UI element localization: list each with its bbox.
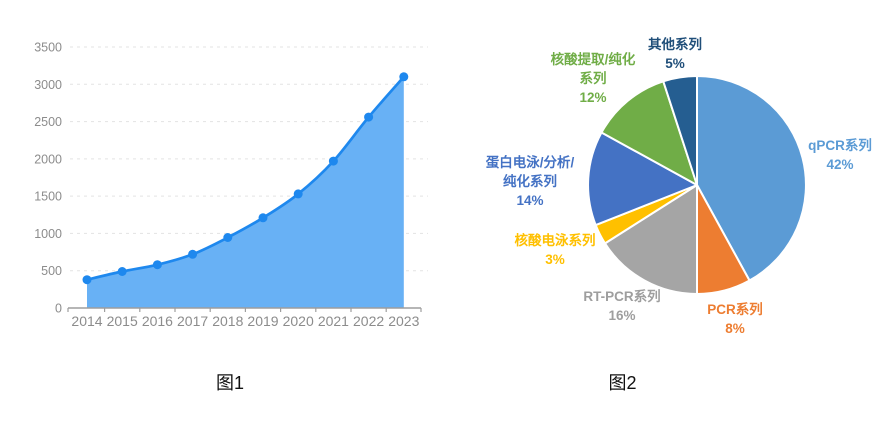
pie-label-line: 16% <box>608 308 636 323</box>
x-tick-label-2021: 2021 <box>318 313 349 329</box>
y-tick-label-1500: 1500 <box>34 190 62 204</box>
y-tick-label-500: 500 <box>41 264 62 278</box>
data-point-2016 <box>152 260 162 270</box>
figure2-caption: 图2 <box>608 373 637 393</box>
pie-label-qPCR系列: qPCR系列 42% <box>808 136 872 174</box>
pie-label-line: 8% <box>725 321 745 336</box>
area-chart-figure1: 0 500 1000 1500 2000 2500 3000 3500 2014 2015 2016… <box>34 41 428 329</box>
pie-chart-figure2: qPCR系列 42% PCR系列 8% RT-PCR系列 16% 核酸电泳系列 3% 蛋白电泳/… <box>440 0 895 360</box>
data-point-2023 <box>399 72 409 82</box>
pie-label-line: RT-PCR系列 <box>583 289 661 304</box>
x-tick-label-2022: 2022 <box>353 313 384 329</box>
pie-slice-核酸提取/纯化系列 <box>600 80 698 186</box>
trend-line <box>85 75 406 282</box>
data-point-2022 <box>364 112 374 122</box>
area-fill <box>87 76 404 308</box>
pie-label-line: 纯化系列 <box>502 174 557 189</box>
y-tick-label-2500: 2500 <box>34 115 62 129</box>
x-tick-label-2020: 2020 <box>283 313 314 329</box>
pie-label-PCR系列: PCR系列 8% <box>707 300 763 338</box>
data-point-2014 <box>82 275 92 285</box>
x-tick-label-2017: 2017 <box>177 313 208 329</box>
x-tick-label-2018: 2018 <box>212 313 243 329</box>
pie-slice-qPCR系列 <box>696 75 807 282</box>
x-tick-label-2019: 2019 <box>247 313 278 329</box>
y-tick-label-1000: 1000 <box>34 227 62 241</box>
y-tick-label-3000: 3000 <box>34 78 62 92</box>
y-tick-label-2000: 2000 <box>34 152 62 166</box>
pie-label-line: 3% <box>545 252 565 267</box>
x-tick-label-2023: 2023 <box>388 313 419 329</box>
pie-label-其他系列: 其他系列 5% <box>648 35 702 73</box>
pie-label-line: 蛋白电泳/分析/ <box>485 155 575 170</box>
pie-label-line: 核酸提取/纯化 <box>550 52 636 67</box>
pie-label-核酸电泳系列: 核酸电泳系列 3% <box>515 231 596 269</box>
pie-slice-其他系列 <box>662 74 698 186</box>
pie-svg <box>587 74 807 295</box>
y-tick-label-3500: 3500 <box>34 41 62 55</box>
pie-label-line: PCR系列 <box>707 302 763 317</box>
pie-label-RT-PCR系列: RT-PCR系列 16% <box>583 287 660 325</box>
data-point-2019 <box>258 213 268 223</box>
data-point-2018 <box>223 233 233 242</box>
pie-label-蛋白电泳/分析/纯化系列: 蛋白电泳/分析/纯化系列 14% <box>486 153 575 210</box>
pie-label-line: 核酸电泳系列 <box>514 233 596 248</box>
pie-label-核酸提取/纯化系列: 核酸提取/纯化 系列 12% <box>551 50 636 107</box>
figure1-caption: 图1 <box>215 373 244 393</box>
pie-slice-蛋白电泳/分析/纯化系列 <box>587 131 698 227</box>
x-tick-label-2014: 2014 <box>71 313 102 329</box>
data-point-2020 <box>293 189 303 199</box>
pie-label-line: 42% <box>826 157 854 172</box>
y-tick-label-0: 0 <box>55 302 62 316</box>
pie-label-line: 系列 <box>579 71 607 86</box>
pie-label-line: 12% <box>579 90 607 105</box>
data-point-2015 <box>117 267 127 276</box>
pie-label-line: qPCR系列 <box>808 138 872 153</box>
x-tick-label-2015: 2015 <box>107 313 138 329</box>
pie-label-line: 14% <box>516 193 544 208</box>
x-tick-label-2016: 2016 <box>142 313 173 329</box>
pie-label-line: 其他系列 <box>648 37 702 52</box>
data-point-2017 <box>188 249 198 259</box>
pie-label-line: 5% <box>665 56 685 71</box>
data-point-2021 <box>328 156 338 166</box>
pie-slice-RT-PCR系列 <box>604 184 698 295</box>
